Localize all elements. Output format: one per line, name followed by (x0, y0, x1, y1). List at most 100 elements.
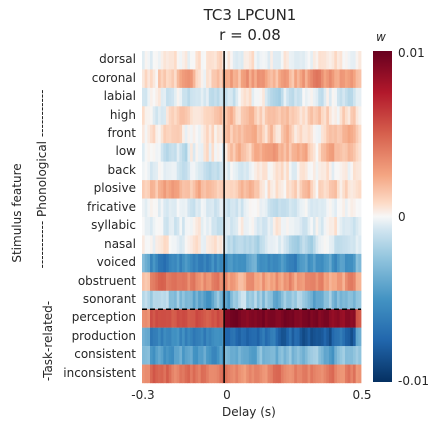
heatmap-cell (304, 87, 308, 107)
heatmap-cell (179, 272, 183, 291)
heatmap-cell (262, 364, 266, 384)
heatmap-cell (318, 106, 322, 125)
heatmap-cell (350, 124, 354, 144)
heatmap-cell (315, 69, 319, 89)
heatmap-cell (272, 51, 276, 70)
heatmap-cell (227, 106, 231, 125)
heatmap-cell (200, 327, 204, 347)
heatmap-cell (299, 235, 303, 255)
heatmap-cell (232, 364, 236, 384)
heatmap-cell (272, 346, 276, 365)
heatmap-cell (352, 235, 357, 255)
heatmap-cell (240, 106, 244, 125)
heatmap-cell (328, 198, 333, 218)
heatmap-cell (280, 106, 284, 125)
chart-subtitle: r = 0.08 (219, 26, 281, 44)
heatmap-cell (179, 346, 183, 365)
heatmap-cell (174, 51, 178, 70)
heatmap-cell (299, 87, 303, 107)
heatmap-cell (190, 217, 194, 236)
heatmap-cell (259, 364, 263, 384)
heatmap-cell (219, 272, 223, 291)
heatmap-cell (320, 309, 325, 328)
heatmap-cell (264, 69, 268, 89)
heatmap-cell (299, 143, 303, 162)
heatmap-cell (307, 327, 311, 347)
heatmap-cell (331, 253, 335, 273)
heatmap-cell (198, 346, 202, 365)
heatmap-cell (304, 106, 308, 125)
heatmap-cell (230, 69, 234, 89)
heatmap-cell (200, 87, 204, 107)
heatmap-cell (238, 235, 242, 255)
heatmap-cell (158, 180, 162, 199)
heatmap-cell (152, 87, 156, 107)
heatmap-cell (232, 124, 236, 144)
heatmap-row-syllabic (142, 217, 362, 236)
heatmap-cell (214, 69, 218, 89)
heatmap-cell (166, 198, 170, 218)
heatmap-cell (310, 198, 314, 218)
heatmap-cell (216, 346, 220, 365)
heatmap-cell (251, 272, 255, 291)
heatmap-cell (216, 124, 220, 144)
heatmap-cell (310, 327, 314, 347)
heatmap-cell (334, 364, 338, 384)
heatmap-cell (280, 346, 284, 365)
heatmap-cell (211, 217, 215, 236)
heatmap-cell (262, 290, 266, 310)
heatmap-cell (315, 87, 319, 107)
heatmap-cell (187, 253, 191, 273)
heatmap-cell (358, 327, 362, 347)
heatmap-cell (294, 217, 298, 236)
heatmap-cell (342, 346, 346, 365)
heatmap-cell (291, 161, 295, 181)
heatmap-cell (262, 161, 266, 181)
heatmap-cell (142, 161, 146, 181)
heatmap-cell (144, 346, 148, 365)
heatmap-cell (248, 364, 252, 384)
heatmap-cell (259, 198, 263, 218)
heatmap-cell (323, 253, 327, 273)
heatmap-cell (344, 69, 349, 89)
heatmap-cell (270, 51, 274, 70)
heatmap-cell (302, 364, 306, 384)
heatmap-cell (302, 309, 306, 328)
heatmap-cell (270, 87, 274, 107)
heatmap-cell (312, 290, 316, 310)
heatmap-cell (227, 235, 231, 255)
heatmap-cell (320, 364, 325, 384)
heatmap-cell (262, 51, 266, 70)
heatmap-cell (227, 309, 231, 328)
heatmap-cell (192, 106, 196, 125)
heatmap-cell (262, 327, 266, 347)
heatmap-cell (166, 161, 170, 181)
heatmap-cell (256, 161, 260, 181)
heatmap-cell (192, 217, 196, 236)
heatmap-cell (280, 235, 284, 255)
heatmap-cell (251, 235, 255, 255)
heatmap-cell (296, 87, 300, 107)
heatmap-cell (278, 327, 282, 347)
heatmap-cell (318, 327, 322, 347)
heatmap-cell (259, 161, 263, 181)
heatmap-cell (198, 124, 202, 144)
heatmap-cell (235, 124, 239, 144)
heatmap-cell (310, 161, 314, 181)
heatmap-cell (243, 253, 247, 273)
heatmap-cell (182, 290, 186, 310)
row-label-back: back (107, 162, 136, 177)
heatmap-cell (203, 51, 207, 70)
heatmap-cell (326, 290, 330, 310)
heatmap-cell (326, 217, 330, 236)
heatmap-cell (211, 143, 215, 162)
heatmap-cell (168, 346, 172, 365)
heatmap-row-inconsistent (142, 364, 362, 384)
heatmap-cell (328, 327, 333, 347)
heatmap-cell (267, 106, 271, 125)
heatmap-cell (219, 143, 223, 162)
heatmap-cell (211, 253, 215, 273)
heatmap-cell (310, 290, 314, 310)
heatmap-cell (334, 235, 338, 255)
heatmap-cell (272, 290, 276, 310)
